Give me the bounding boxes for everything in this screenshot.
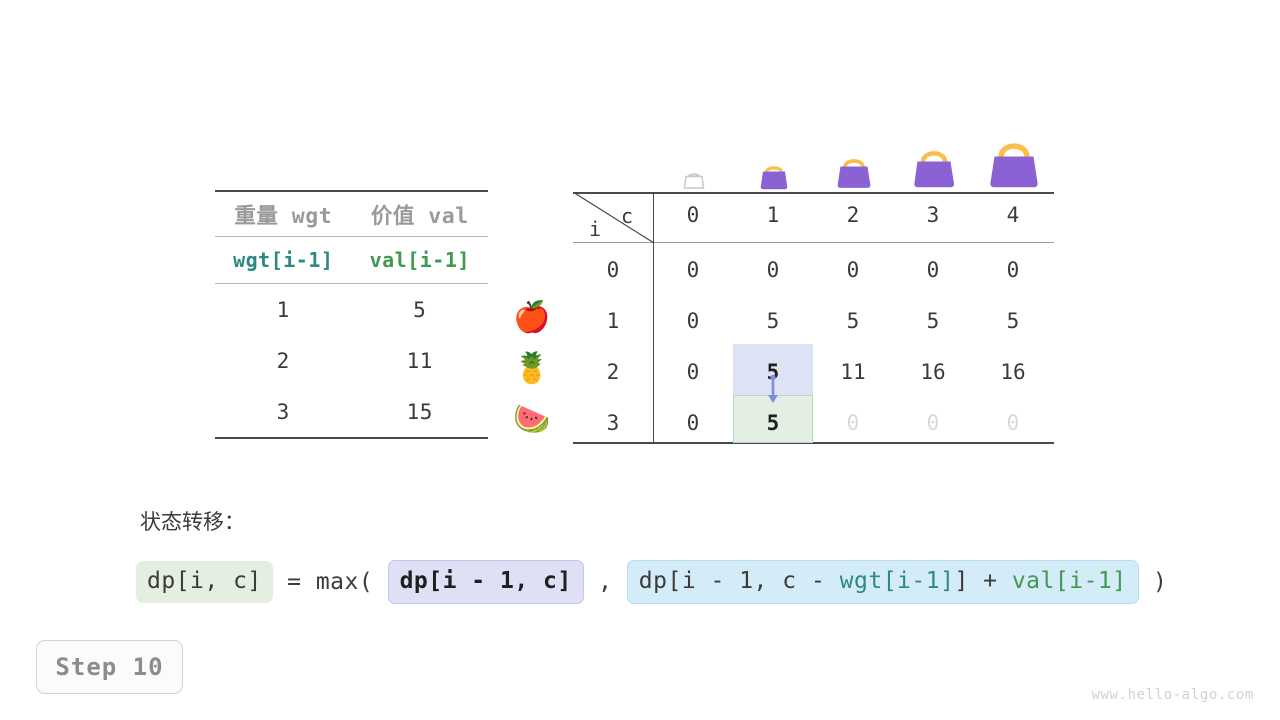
items-subheader-wgt: wgt[i-1]: [233, 248, 334, 272]
bag-icon-3: [894, 140, 974, 190]
watermelon-emoji: 🍉: [513, 402, 551, 437]
dp-cell-0-2: 0: [846, 258, 860, 282]
dp-cell-2-3: 16: [920, 360, 946, 384]
dp-cell-0-0: 0: [686, 258, 700, 282]
formula-term2-val: val[i-1]: [1011, 568, 1127, 594]
dp-cell-3-3: 0: [926, 411, 940, 435]
bag-icon-0: [654, 166, 734, 190]
formula-lhs: dp[i, c]: [136, 561, 273, 603]
transition-label: 状态转移：: [140, 510, 245, 534]
dp-row-header-1: 1: [606, 309, 620, 333]
dp-cell-1-4: 5: [1006, 309, 1020, 333]
dp-cell-1-0: 0: [686, 309, 700, 333]
items-table-row: 1 5: [215, 284, 488, 335]
item-val-2: 11: [406, 348, 433, 373]
dp-cell-0-1: 0: [766, 258, 780, 282]
dp-cell-2-4: 16: [1000, 360, 1026, 384]
items-table-row: 2 11: [215, 335, 488, 386]
dp-cell-3-1: 5: [766, 411, 780, 435]
dp-col-header-1: 1: [766, 203, 780, 227]
dp-row-header-2: 2: [606, 360, 620, 384]
item-wgt-2: 2: [276, 348, 290, 373]
bag-icon-2: [814, 149, 894, 190]
dp-row-header-0: 0: [606, 258, 620, 282]
item-val-1: 5: [413, 297, 427, 322]
items-header-wgt: 重量 wgt: [234, 203, 333, 229]
dp-table-top-rule: [573, 192, 1054, 194]
pineapple-emoji: 🍍: [513, 351, 551, 386]
item-wgt-3: 3: [276, 399, 290, 424]
bag-capacity-row: [654, 120, 1054, 190]
dp-cell-1-1: 5: [766, 309, 780, 333]
dp-corner-diagonal: [573, 192, 654, 243]
formula-term-take-item: dp[i - 1, c - wgt[i-1]] + val[i-1]: [626, 560, 1139, 604]
dp-cell-1-3: 5: [926, 309, 940, 333]
watermark: www.hello-algo.com: [1091, 687, 1254, 703]
items-table-row: 3 15: [215, 386, 488, 437]
dp-transition-arrow: [768, 374, 778, 403]
items-table: 重量 wgt 价值 val wgt[i-1] val[i-1] 1 5 2 11…: [215, 190, 488, 439]
items-subheader-val: val[i-1]: [369, 248, 470, 272]
items-table-top-rule: [215, 190, 488, 192]
formula-equals-max: = max(: [272, 569, 388, 595]
item-val-3: 15: [406, 399, 433, 424]
dp-table-bottom-rule: [573, 442, 1054, 444]
formula-term2-mid: ] +: [954, 568, 1012, 594]
dp-cell-2-1: 5: [766, 360, 780, 384]
items-table-subrule: [215, 283, 488, 284]
formula-term2-prefix: dp[i - 1, c -: [638, 568, 840, 594]
dp-cell-0-3: 0: [926, 258, 940, 282]
step-badge: Step 10: [36, 640, 183, 694]
items-table-mid-rule: [215, 236, 488, 237]
items-header-val: 价值 val: [370, 203, 469, 229]
formula-term-prev-row: dp[i - 1, c]: [387, 560, 584, 604]
items-table-bottom-rule: [215, 437, 488, 439]
dp-cell-0-4: 0: [1006, 258, 1020, 282]
item-wgt-1: 1: [276, 297, 290, 322]
dp-col-header-3: 3: [926, 203, 940, 227]
formula-separator: ,: [583, 569, 627, 595]
dp-corner-label-i: i: [589, 217, 602, 241]
dp-cell-3-4: 0: [1006, 411, 1020, 435]
bag-icon-4: [974, 130, 1054, 190]
formula-closing-paren: ): [1138, 569, 1168, 595]
items-table-subheader-row: wgt[i-1] val[i-1]: [215, 237, 488, 283]
bag-icon-1: [734, 157, 814, 190]
dp-cell-3-0: 0: [686, 411, 700, 435]
dp-cell-2-0: 0: [686, 360, 700, 384]
dp-col-header-0: 0: [686, 203, 700, 227]
dp-table-header-rule: [573, 242, 1054, 243]
formula-term2-wgt: wgt[i-1]: [839, 568, 955, 594]
dp-col-header-2: 2: [846, 203, 860, 227]
dp-table-vertical-rule: [653, 192, 654, 442]
dp-table: c i 0 1 2 3 4 0 1 2 3 0 0 0 0 0 0 5 5 5 …: [573, 192, 1054, 444]
dp-cell-3-2: 0: [846, 411, 860, 435]
dp-col-header-4: 4: [1006, 203, 1020, 227]
dp-cell-2-2: 11: [840, 360, 866, 384]
apple-emoji: 🍎: [513, 300, 551, 335]
items-table-header-row: 重量 wgt 价值 val: [215, 192, 488, 236]
dp-cell-1-2: 5: [846, 309, 860, 333]
dp-corner-label-c: c: [621, 204, 634, 228]
transition-formula: dp[i, c] = max( dp[i - 1, c] , dp[i - 1,…: [136, 560, 1167, 604]
dp-row-header-3: 3: [606, 411, 620, 435]
